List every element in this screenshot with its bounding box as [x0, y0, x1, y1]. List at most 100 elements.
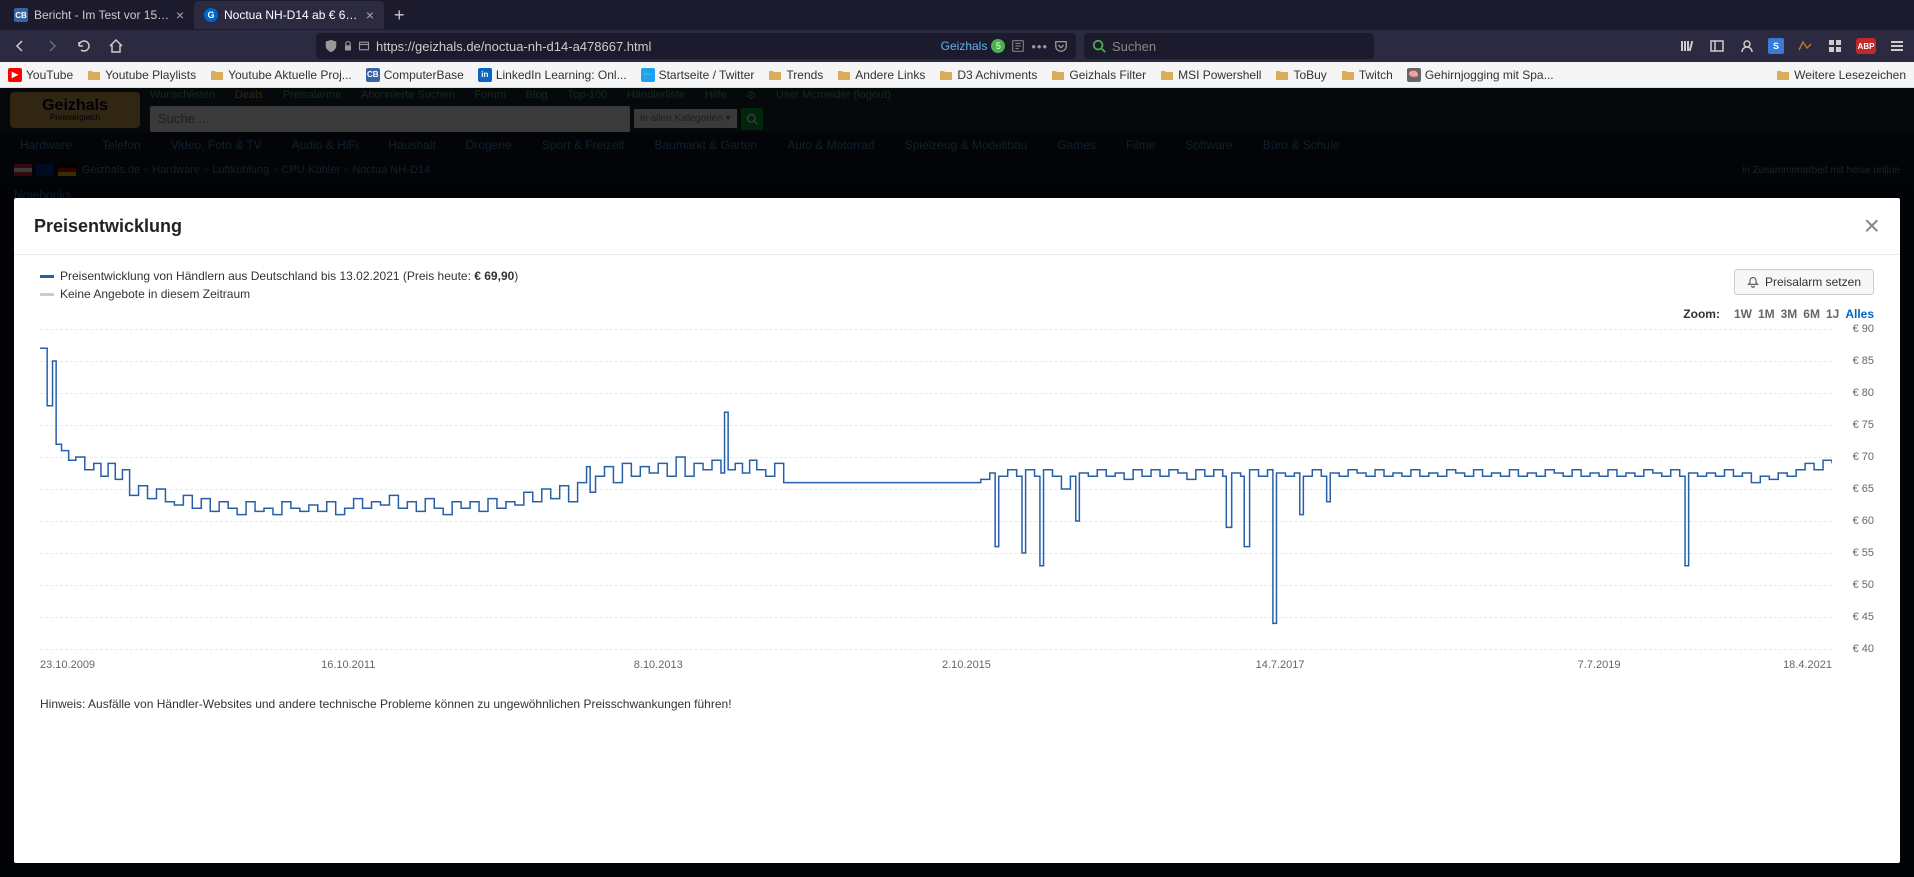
- price-history-modal: Preisentwicklung × Preisentwicklung von …: [14, 198, 1900, 863]
- bookmark-10[interactable]: MSI Powershell: [1160, 68, 1261, 82]
- modal-title: Preisentwicklung: [34, 216, 182, 237]
- legend-swatch-none: [40, 293, 54, 296]
- sidebar-icon[interactable]: [1708, 37, 1726, 55]
- bookmark-icon: [939, 68, 953, 82]
- new-tab-button[interactable]: +: [384, 5, 415, 26]
- bookmark-4[interactable]: inLinkedIn Learning: Onl...: [478, 68, 627, 82]
- tab-0[interactable]: CB Bericht - Im Test vor 15 Jahren ×: [4, 1, 194, 29]
- tab-favicon-0: CB: [14, 8, 28, 22]
- x-axis: 23.10.200916.10.20118.10.20132.10.201514…: [40, 659, 1832, 679]
- bookmark-12[interactable]: Twitch: [1341, 68, 1393, 82]
- bookmark-11[interactable]: ToBuy: [1275, 68, 1326, 82]
- x-tick: 8.10.2013: [634, 659, 683, 671]
- zoom-Alles[interactable]: Alles: [1845, 307, 1874, 321]
- url-badge: 5: [991, 39, 1005, 53]
- pocket-icon[interactable]: [1054, 39, 1068, 53]
- bookmark-icon: [1051, 68, 1065, 82]
- tab-title-0: Bericht - Im Test vor 15 Jahren: [34, 8, 170, 22]
- bookmark-7[interactable]: Andere Links: [837, 68, 925, 82]
- bookmark-icon: [210, 68, 224, 82]
- bookmark-13[interactable]: 🧠Gehirnjogging mit Spa...: [1407, 68, 1554, 82]
- y-axis: € 40€ 45€ 50€ 55€ 60€ 65€ 70€ 75€ 80€ 85…: [1836, 329, 1874, 649]
- tab-1[interactable]: G Noctua NH-D14 ab € 69,90 (20... ×: [194, 1, 384, 29]
- browser-chrome: CB Bericht - Im Test vor 15 Jahren × G N…: [0, 0, 1914, 88]
- page-actions-icon[interactable]: •••: [1031, 39, 1048, 54]
- y-tick: € 75: [1853, 419, 1874, 431]
- ext-1-icon[interactable]: S: [1768, 38, 1784, 54]
- url-bar[interactable]: https://geizhals.de/noctua-nh-d14-a47866…: [316, 33, 1076, 59]
- url-text: https://geizhals.de/noctua-nh-d14-a47866…: [376, 39, 935, 54]
- y-tick: € 85: [1853, 355, 1874, 367]
- bookmark-2[interactable]: Youtube Aktuelle Proj...: [210, 68, 352, 82]
- x-tick: 18.4.2021: [1783, 659, 1832, 671]
- y-tick: € 65: [1853, 483, 1874, 495]
- chart-area: € 40€ 45€ 50€ 55€ 60€ 65€ 70€ 75€ 80€ 85…: [40, 329, 1874, 679]
- bookmarks-more[interactable]: Weitere Lesezeichen: [1776, 68, 1906, 82]
- tab-title-1: Noctua NH-D14 ab € 69,90 (20...: [224, 8, 360, 22]
- x-tick: 2.10.2015: [942, 659, 991, 671]
- chart-plot[interactable]: [40, 329, 1832, 649]
- zoom-row: Zoom: 1W 1M 3M 6M 1J Alles: [40, 307, 1874, 321]
- bookmark-icon: [1160, 68, 1174, 82]
- bookmark-0[interactable]: ▶YouTube: [8, 68, 73, 82]
- tab-close-0[interactable]: ×: [176, 7, 184, 23]
- bookmark-icon: 🧠: [1407, 68, 1421, 82]
- bookmark-icon: CB: [366, 68, 380, 82]
- shield-icon: [324, 39, 338, 53]
- x-tick: 7.7.2019: [1578, 659, 1621, 671]
- legend-left: Preisentwicklung von Händlern aus Deutsc…: [40, 269, 518, 301]
- bookmarks-bar: ▶YouTube Youtube Playlists Youtube Aktuell…: [0, 62, 1914, 88]
- account-icon[interactable]: [1738, 37, 1756, 55]
- legend-row: Preisentwicklung von Händlern aus Deutsc…: [40, 269, 1874, 301]
- home-button[interactable]: [104, 34, 128, 58]
- ext-3-icon[interactable]: [1826, 37, 1844, 55]
- x-tick: 16.10.2011: [321, 659, 375, 671]
- zoom-1M[interactable]: 1M: [1758, 307, 1775, 321]
- menu-icon[interactable]: [1888, 37, 1906, 55]
- y-tick: € 80: [1853, 387, 1874, 399]
- price-line: [40, 348, 1832, 623]
- tab-favicon-1: G: [204, 8, 218, 22]
- browser-search-bar[interactable]: Suchen: [1084, 33, 1374, 59]
- url-identity-icons: [324, 39, 370, 53]
- nav-bar: https://geizhals.de/noctua-nh-d14-a47866…: [0, 30, 1914, 62]
- zoom-label: Zoom:: [1683, 307, 1720, 321]
- library-icon[interactable]: [1678, 37, 1696, 55]
- ext-2-icon[interactable]: [1796, 37, 1814, 55]
- y-tick: € 90: [1853, 323, 1874, 335]
- search-engine-icon: [1092, 39, 1106, 53]
- tab-close-1[interactable]: ×: [366, 7, 374, 23]
- zoom-1W[interactable]: 1W: [1734, 307, 1752, 321]
- lock-icon: [342, 40, 354, 52]
- bell-icon: [1747, 276, 1759, 288]
- bookmark-9[interactable]: Geizhals Filter: [1051, 68, 1146, 82]
- price-alarm-button[interactable]: Preisalarm setzen: [1734, 269, 1874, 295]
- back-button[interactable]: [8, 34, 32, 58]
- bookmark-6[interactable]: Trends: [768, 68, 823, 82]
- hint-text: Hinweis: Ausfälle von Händler-Websites u…: [40, 697, 1874, 711]
- abp-icon[interactable]: ABP: [1856, 38, 1876, 54]
- bookmark-8[interactable]: D3 Achivments: [939, 68, 1037, 82]
- forward-button[interactable]: [40, 34, 64, 58]
- reload-button[interactable]: [72, 34, 96, 58]
- permissions-icon: [358, 40, 370, 52]
- zoom-1J[interactable]: 1J: [1826, 307, 1839, 321]
- gridline: [40, 649, 1832, 650]
- modal-close-button[interactable]: ×: [1864, 212, 1880, 240]
- modal-body: Preisentwicklung von Händlern aus Deutsc…: [14, 255, 1900, 863]
- bookmark-icon: ▶: [8, 68, 22, 82]
- zoom-3M[interactable]: 3M: [1781, 307, 1798, 321]
- y-tick: € 40: [1853, 643, 1874, 655]
- bookmark-icon: [87, 68, 101, 82]
- bookmark-3[interactable]: CBComputerBase: [366, 68, 464, 82]
- bookmark-icon: 🐦: [641, 68, 655, 82]
- zoom-6M[interactable]: 6M: [1803, 307, 1820, 321]
- legend-swatch-main: [40, 275, 54, 278]
- bookmark-1[interactable]: Youtube Playlists: [87, 68, 196, 82]
- reader-icon[interactable]: [1011, 39, 1025, 53]
- legend-item-main: Preisentwicklung von Händlern aus Deutsc…: [40, 269, 518, 283]
- bookmark-5[interactable]: 🐦Startseite / Twitter: [641, 68, 755, 82]
- y-tick: € 45: [1853, 611, 1874, 623]
- y-tick: € 70: [1853, 451, 1874, 463]
- tab-bar: CB Bericht - Im Test vor 15 Jahren × G N…: [0, 0, 1914, 30]
